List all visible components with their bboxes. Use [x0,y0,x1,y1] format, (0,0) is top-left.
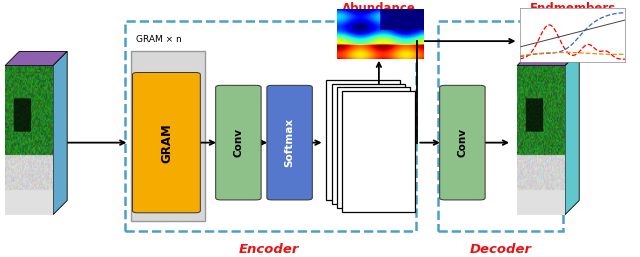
Bar [332,84,405,204]
Polygon shape [565,51,579,215]
FancyBboxPatch shape [267,85,312,200]
FancyBboxPatch shape [216,85,261,200]
Text: Conv: Conv [234,128,243,157]
Polygon shape [53,51,67,215]
Bar [125,21,416,231]
Bar [438,21,563,231]
Text: Decoder: Decoder [470,243,532,256]
Polygon shape [517,51,579,66]
Text: Encoder: Encoder [239,243,299,256]
FancyBboxPatch shape [440,85,485,200]
Bar [131,51,205,221]
Polygon shape [5,51,67,66]
Text: GRAM: GRAM [160,123,173,162]
Bar [337,87,410,208]
Text: Softmax: Softmax [285,118,294,167]
Bar [326,80,400,200]
Bar [342,91,415,212]
Text: GRAM × n: GRAM × n [136,35,181,44]
Text: Conv: Conv [458,128,467,157]
FancyBboxPatch shape [132,72,200,213]
Text: Abundance: Abundance [342,3,416,15]
Text: Endmembers: Endmembers [530,3,616,15]
